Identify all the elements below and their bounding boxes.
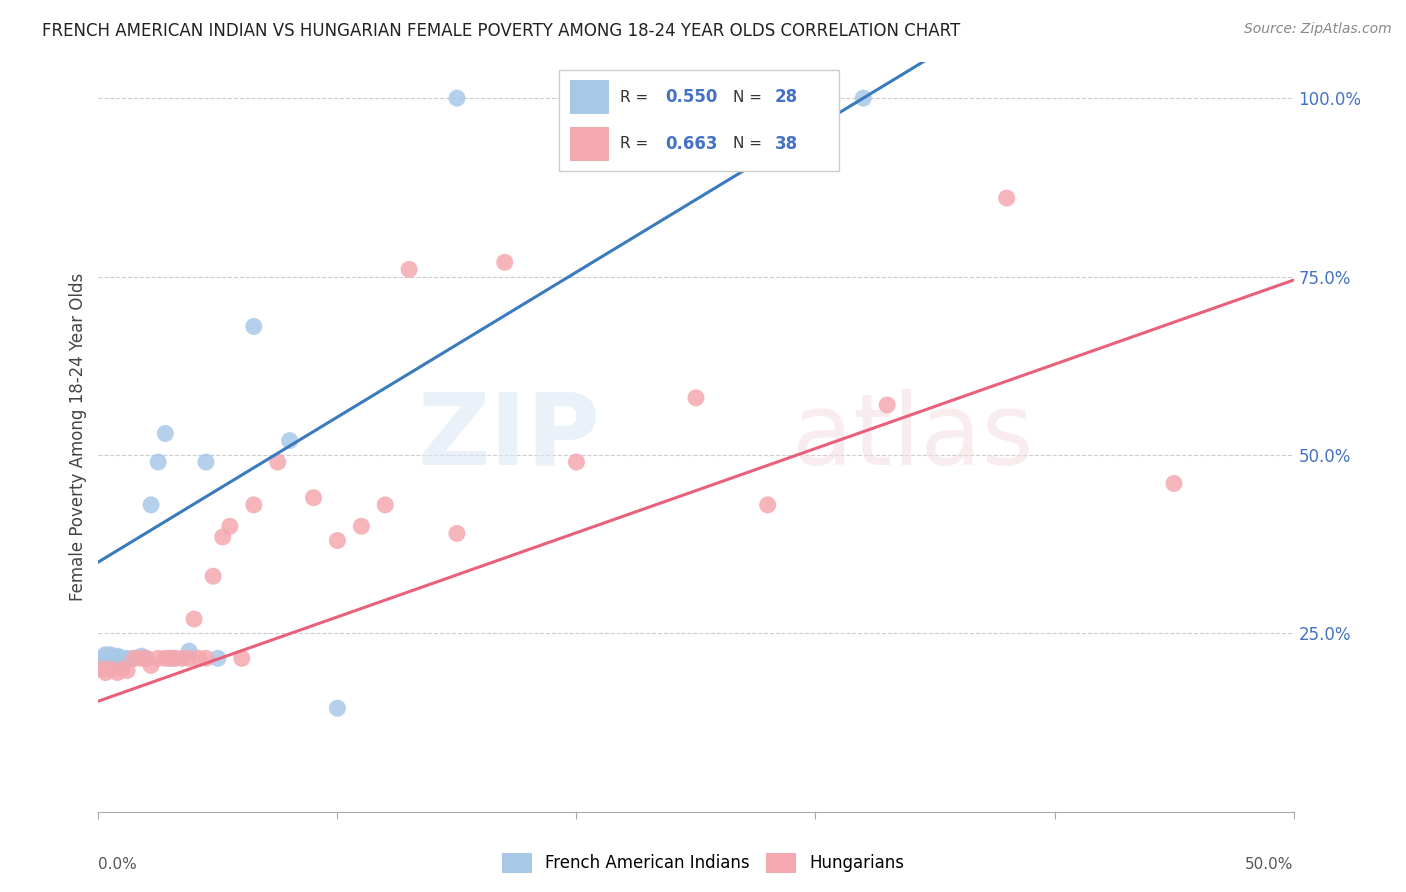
Point (211, 530, 233, 544)
Point (876, 398, 898, 412)
Point (179, 644, 201, 658)
Point (148, 651, 170, 665)
Point (131, 649, 153, 664)
Point (94, 648, 117, 662)
Point (159, 651, 181, 665)
Point (187, 651, 209, 665)
Point (163, 651, 186, 665)
Y-axis label: Female Poverty Among 18-24 Year Olds: Female Poverty Among 18-24 Year Olds (69, 273, 87, 601)
Point (98, 662, 122, 676)
Point (131, 651, 153, 665)
Point (148, 455, 170, 469)
Point (104, 651, 127, 665)
Text: ZIP: ZIP (418, 389, 600, 485)
Point (195, 455, 218, 469)
Point (231, 651, 253, 665)
Point (565, 91, 588, 105)
Point (139, 658, 162, 673)
Point (172, 651, 194, 665)
Point (135, 651, 157, 665)
Point (155, 426, 177, 441)
Point (446, 91, 468, 105)
Text: atlas: atlas (792, 389, 1033, 485)
Text: 50.0%: 50.0% (1246, 856, 1294, 871)
Point (398, 262, 420, 277)
Point (374, 498, 396, 512)
Point (1163, 476, 1185, 491)
Point (108, 651, 131, 665)
Point (90, 651, 112, 665)
Point (326, 701, 349, 715)
Point (179, 651, 201, 665)
Point (97, 649, 120, 664)
Point (124, 651, 146, 665)
Point (267, 455, 290, 469)
Point (995, 191, 1018, 205)
Point (115, 651, 138, 665)
Text: 0.0%: 0.0% (98, 856, 138, 871)
Point (115, 664, 138, 678)
Point (183, 612, 205, 626)
Point (135, 651, 157, 665)
Point (207, 651, 229, 665)
Point (90, 662, 112, 676)
Point (756, 498, 779, 512)
Point (350, 519, 373, 533)
Point (107, 665, 129, 680)
Text: Source: ZipAtlas.com: Source: ZipAtlas.com (1244, 22, 1392, 37)
Point (195, 651, 218, 665)
Point (852, 91, 875, 105)
Point (155, 651, 177, 665)
Point (685, 391, 707, 405)
Point (107, 649, 129, 664)
Point (139, 498, 162, 512)
Point (111, 651, 134, 665)
Point (163, 651, 186, 665)
Point (278, 434, 301, 448)
Point (159, 651, 181, 665)
Point (302, 491, 325, 505)
Point (98, 648, 122, 662)
Point (91, 651, 114, 665)
Point (326, 533, 349, 548)
Point (243, 319, 266, 334)
Point (494, 255, 516, 269)
Point (124, 651, 146, 665)
Text: FRENCH AMERICAN INDIAN VS HUNGARIAN FEMALE POVERTY AMONG 18-24 YEAR OLDS CORRELA: FRENCH AMERICAN INDIAN VS HUNGARIAN FEMA… (42, 22, 960, 40)
Point (111, 662, 134, 676)
Point (243, 498, 266, 512)
Legend: French American Indians, Hungarians: French American Indians, Hungarians (495, 847, 911, 880)
Point (565, 455, 588, 469)
Point (94, 665, 117, 680)
Point (219, 519, 242, 533)
Point (202, 569, 225, 583)
Point (446, 526, 468, 541)
Point (101, 651, 124, 665)
